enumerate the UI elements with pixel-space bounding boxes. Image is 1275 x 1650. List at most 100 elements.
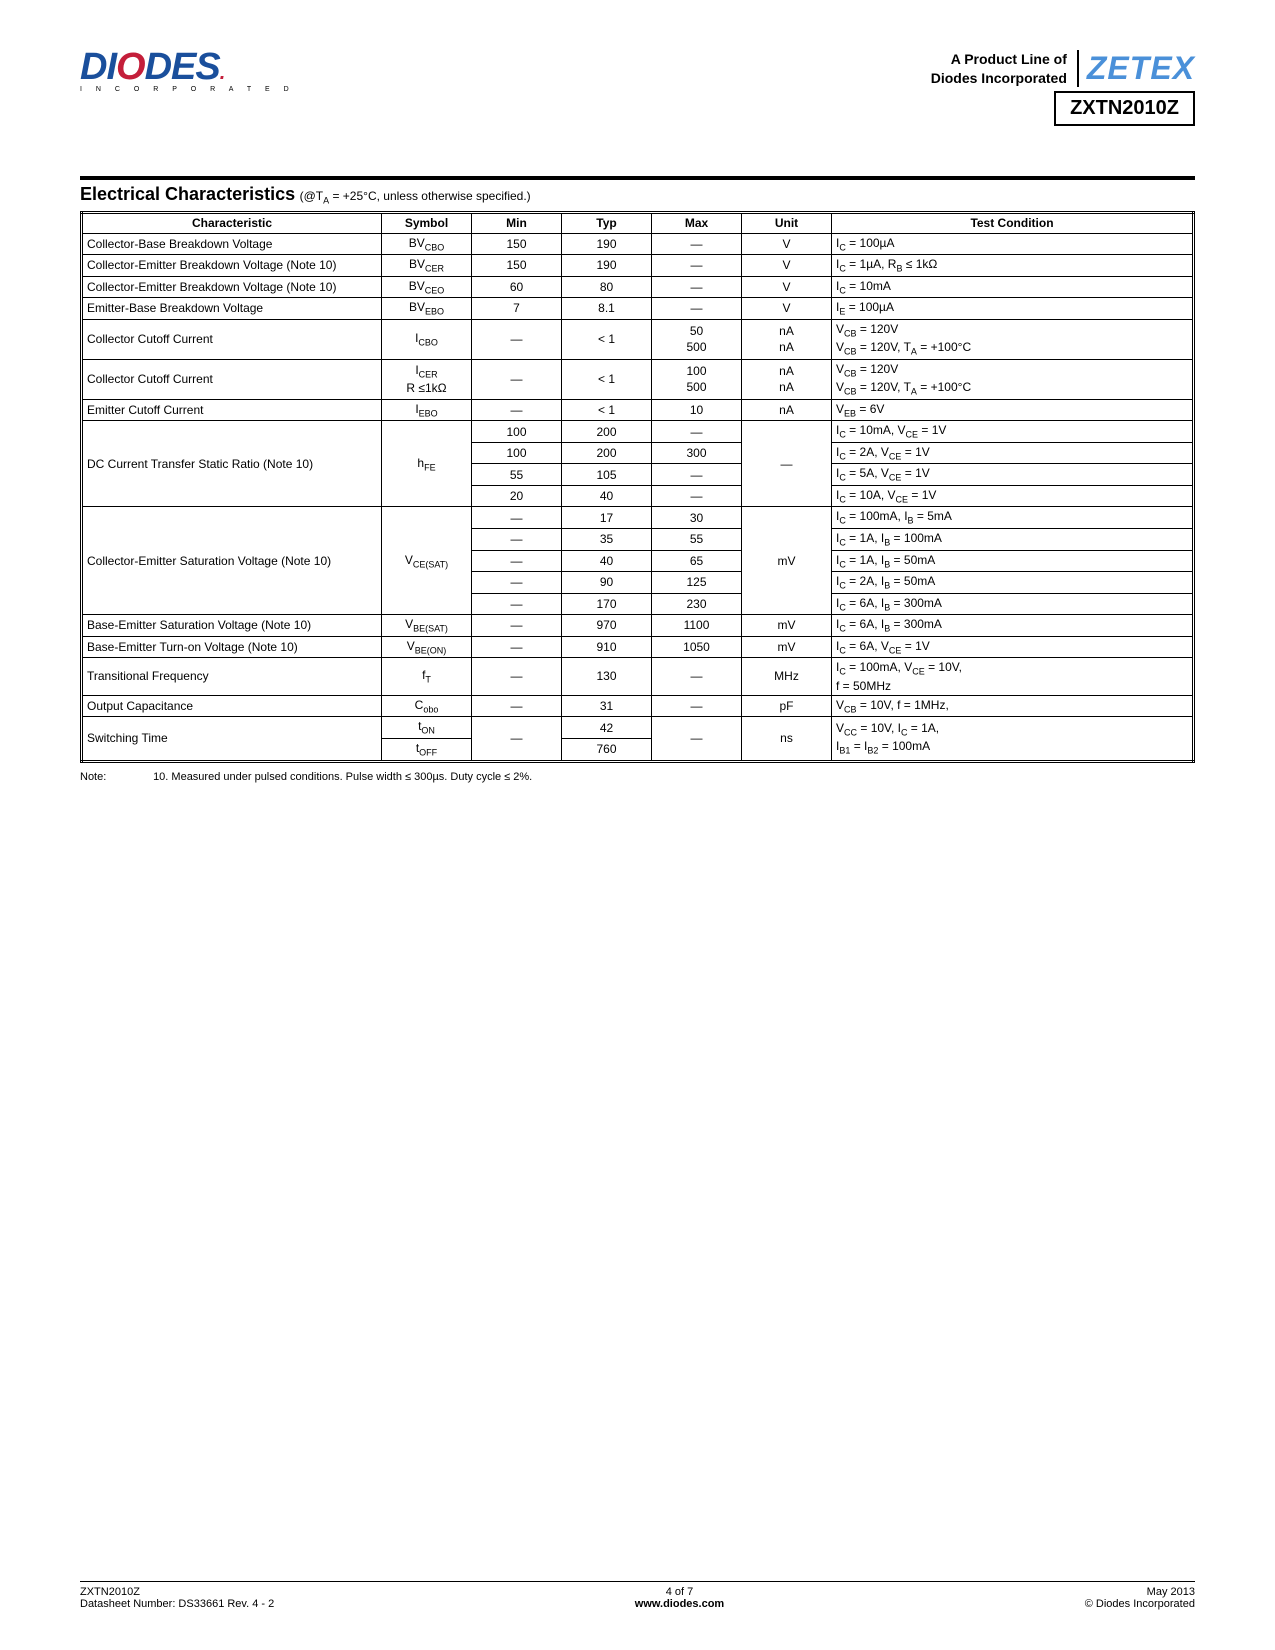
table-cell: ns (742, 717, 832, 761)
table-cell: — (652, 421, 742, 443)
table-cell: — (472, 717, 562, 761)
table-cell: 300 (652, 442, 742, 464)
table-cell: tON (382, 717, 472, 739)
footer-right: May 2013 © Diodes Incorporated (1085, 1586, 1195, 1610)
table-row: Emitter Cutoff CurrentIEBO—< 110nAVEB = … (82, 399, 1194, 421)
spec-table: Characteristic Symbol Min Typ Max Unit T… (80, 211, 1195, 762)
table-cell: IC = 5A, VCE = 1V (832, 464, 1194, 486)
table-cell: 100 (472, 442, 562, 464)
table-cell: 1050 (652, 636, 742, 658)
table-cell: IC = 1µA, RB ≤ 1kΩ (832, 255, 1194, 277)
header-right: A Product Line of Diodes Incorporated ZE… (931, 50, 1195, 126)
table-row: DC Current Transfer Static Ratio (Note 1… (82, 421, 1194, 443)
table-cell: — (742, 421, 832, 507)
table-cell: IC = 100mA, VCE = 10V,f = 50MHz (832, 658, 1194, 696)
table-cell: — (472, 529, 562, 551)
table-cell: Collector-Emitter Saturation Voltage (No… (82, 507, 382, 615)
table-cell: VEB = 6V (832, 399, 1194, 421)
table-cell: 55 (472, 464, 562, 486)
table-cell: mV (742, 507, 832, 615)
table-cell: fT (382, 658, 472, 696)
footer-left: ZXTN2010Z Datasheet Number: DS33661 Rev.… (80, 1586, 274, 1610)
diodes-logo-text: DIODES. (80, 50, 224, 84)
table-cell: 910 (562, 636, 652, 658)
note-text: 10. Measured under pulsed conditions. Pu… (153, 771, 532, 783)
table-cell: V (742, 298, 832, 320)
table-cell: — (472, 695, 562, 717)
table-cell: 30 (652, 507, 742, 529)
table-cell: nAnA (742, 359, 832, 399)
table-cell: 50500 (652, 319, 742, 359)
table-cell: — (652, 255, 742, 277)
table-cell: ICERR ≤1kΩ (382, 359, 472, 399)
zetex-logo: ZETEX (1077, 50, 1195, 87)
table-cell: — (472, 658, 562, 696)
table-cell: mV (742, 636, 832, 658)
table-cell: 42 (562, 717, 652, 739)
table-cell: — (472, 636, 562, 658)
table-cell: nAnA (742, 319, 832, 359)
table-cell: VBE(ON) (382, 636, 472, 658)
table-cell: 40 (562, 485, 652, 507)
table-cell: 760 (562, 738, 652, 761)
table-cell: BVEBO (382, 298, 472, 320)
table-cell: IC = 6A, IB = 300mA (832, 615, 1194, 637)
table-row: Collector-Base Breakdown VoltageBVCBO150… (82, 233, 1194, 255)
table-cell: 80 (562, 276, 652, 298)
table-cell: tOFF (382, 738, 472, 761)
th-typ: Typ (562, 213, 652, 233)
table-cell: 65 (652, 550, 742, 572)
table-cell: < 1 (562, 359, 652, 399)
table-cell: V (742, 276, 832, 298)
table-cell: IC = 100µA (832, 233, 1194, 255)
table-cell: BVCER (382, 255, 472, 277)
table-cell: — (472, 572, 562, 594)
table-cell: 7 (472, 298, 562, 320)
table-cell: BVCBO (382, 233, 472, 255)
table-cell: Collector-Base Breakdown Voltage (82, 233, 382, 255)
note: Note: 10. Measured under pulsed conditio… (80, 771, 1195, 783)
table-cell: 970 (562, 615, 652, 637)
table-cell: 8.1 (562, 298, 652, 320)
diodes-logo: DIODES. I N C O R P O R A T E D (80, 50, 295, 93)
table-row: Output CapacitanceCobo—31—pFVCB = 10V, f… (82, 695, 1194, 717)
table-cell: 10 (652, 399, 742, 421)
table-cell: 40 (562, 550, 652, 572)
note-label: Note: (80, 771, 150, 783)
table-cell: — (652, 485, 742, 507)
table-cell: VCE(SAT) (382, 507, 472, 615)
table-cell: DC Current Transfer Static Ratio (Note 1… (82, 421, 382, 507)
table-cell: IE = 100µA (832, 298, 1194, 320)
table-row: Collector Cutoff CurrentICBO—< 150500nAn… (82, 319, 1194, 359)
table-cell: mV (742, 615, 832, 637)
th-min: Min (472, 213, 562, 233)
table-cell: IC = 6A, IB = 300mA (832, 593, 1194, 615)
table-cell: IC = 1A, IB = 100mA (832, 529, 1194, 551)
table-cell: Collector Cutoff Current (82, 359, 382, 399)
table-header-row: Characteristic Symbol Min Typ Max Unit T… (82, 213, 1194, 233)
table-cell: Emitter-Base Breakdown Voltage (82, 298, 382, 320)
table-cell: 130 (562, 658, 652, 696)
table-cell: 55 (652, 529, 742, 551)
table-cell: — (652, 233, 742, 255)
table-cell: — (472, 507, 562, 529)
table-cell: — (472, 359, 562, 399)
footer-mid: 4 of 7 www.diodes.com (635, 1586, 724, 1610)
table-cell: V (742, 233, 832, 255)
section-title: Electrical Characteristics (80, 184, 295, 204)
table-cell: Base-Emitter Turn-on Voltage (Note 10) (82, 636, 382, 658)
table-cell: — (652, 298, 742, 320)
table-cell: — (652, 658, 742, 696)
table-cell: Collector-Emitter Breakdown Voltage (Not… (82, 276, 382, 298)
table-cell: hFE (382, 421, 472, 507)
table-cell: Switching Time (82, 717, 382, 761)
table-cell: 200 (562, 442, 652, 464)
table-cell: Cobo (382, 695, 472, 717)
table-cell: ICBO (382, 319, 472, 359)
table-cell: Collector Cutoff Current (82, 319, 382, 359)
table-cell: 60 (472, 276, 562, 298)
table-cell: — (652, 695, 742, 717)
table-cell: — (472, 593, 562, 615)
table-cell: 190 (562, 255, 652, 277)
table-cell: Emitter Cutoff Current (82, 399, 382, 421)
